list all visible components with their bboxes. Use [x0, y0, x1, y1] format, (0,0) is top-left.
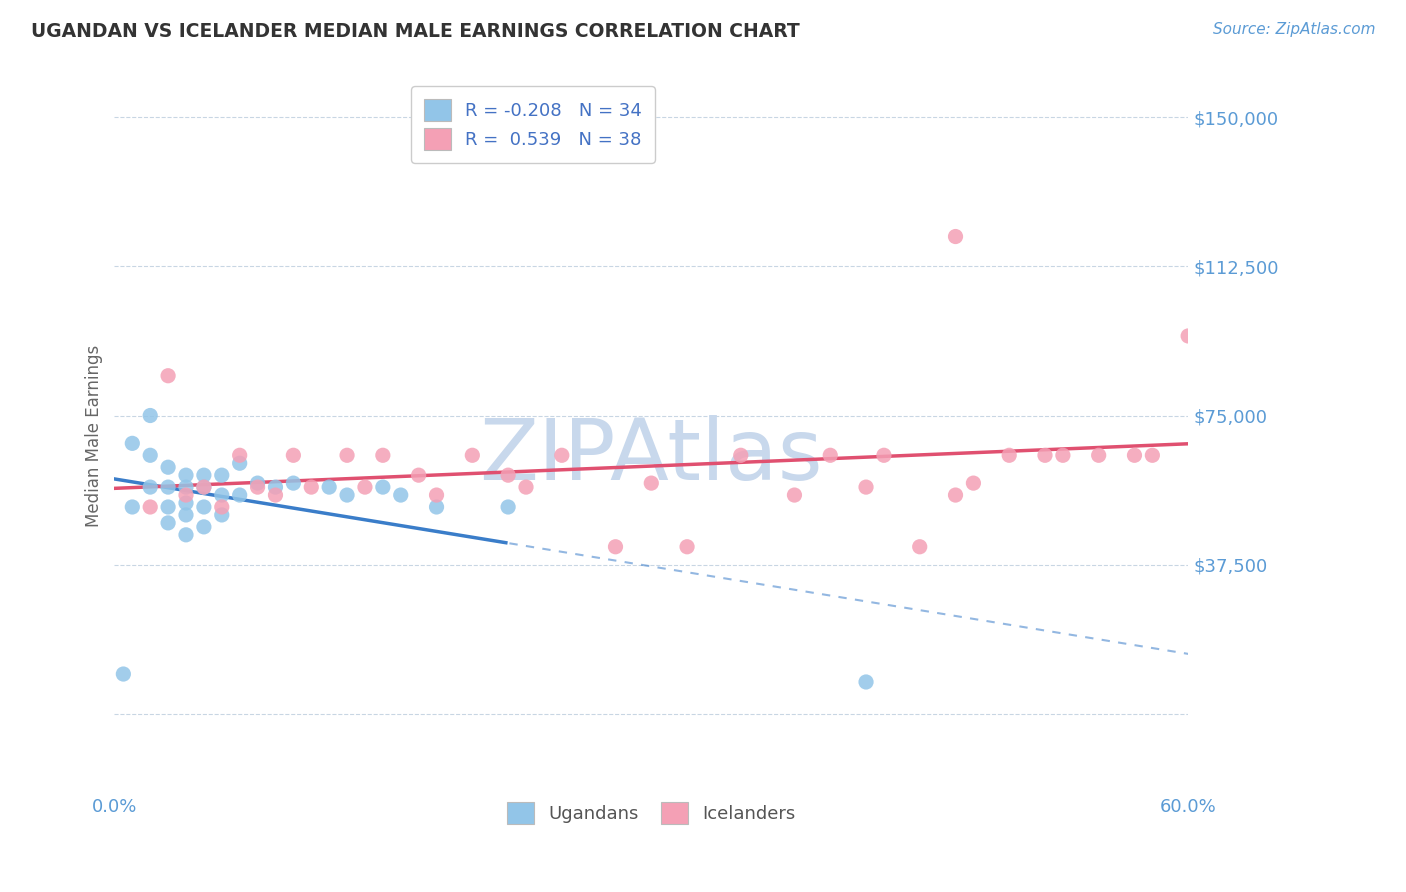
- Point: [408, 468, 430, 483]
- Point: [139, 409, 162, 423]
- Point: [1087, 448, 1109, 462]
- Point: [515, 480, 537, 494]
- Point: [121, 436, 143, 450]
- Point: [139, 500, 162, 514]
- Point: [246, 476, 269, 491]
- Point: [389, 488, 412, 502]
- Text: Source: ZipAtlas.com: Source: ZipAtlas.com: [1212, 22, 1375, 37]
- Point: [193, 480, 215, 494]
- Point: [425, 488, 447, 502]
- Point: [228, 456, 250, 470]
- Point: [193, 480, 215, 494]
- Point: [211, 500, 233, 514]
- Point: [283, 448, 305, 462]
- Point: [962, 476, 984, 491]
- Text: UGANDAN VS ICELANDER MEDIAN MALE EARNINGS CORRELATION CHART: UGANDAN VS ICELANDER MEDIAN MALE EARNING…: [31, 22, 800, 41]
- Point: [461, 448, 484, 462]
- Legend: Ugandans, Icelanders: Ugandans, Icelanders: [496, 790, 806, 834]
- Point: [264, 488, 287, 502]
- Point: [855, 480, 877, 494]
- Point: [174, 468, 197, 483]
- Point: [908, 540, 931, 554]
- Point: [139, 448, 162, 462]
- Point: [193, 468, 215, 483]
- Point: [228, 448, 250, 462]
- Point: [496, 500, 519, 514]
- Y-axis label: Median Male Earnings: Median Male Earnings: [86, 344, 103, 526]
- Point: [139, 480, 162, 494]
- Point: [873, 448, 896, 462]
- Point: [676, 540, 699, 554]
- Point: [783, 488, 806, 502]
- Point: [945, 229, 967, 244]
- Point: [371, 480, 394, 494]
- Point: [157, 460, 180, 475]
- Point: [283, 476, 305, 491]
- Point: [264, 480, 287, 494]
- Point: [174, 528, 197, 542]
- Point: [157, 516, 180, 530]
- Point: [112, 667, 135, 681]
- Point: [425, 500, 447, 514]
- Point: [551, 448, 574, 462]
- Point: [730, 448, 752, 462]
- Point: [354, 480, 377, 494]
- Text: ZIPAtlas: ZIPAtlas: [479, 416, 823, 499]
- Point: [174, 508, 197, 522]
- Point: [211, 488, 233, 502]
- Point: [318, 480, 340, 494]
- Point: [336, 448, 359, 462]
- Point: [1142, 448, 1164, 462]
- Point: [211, 468, 233, 483]
- Point: [496, 468, 519, 483]
- Point: [174, 488, 197, 502]
- Point: [157, 480, 180, 494]
- Point: [1033, 448, 1056, 462]
- Point: [1123, 448, 1146, 462]
- Point: [1177, 329, 1199, 343]
- Point: [336, 488, 359, 502]
- Point: [998, 448, 1021, 462]
- Point: [174, 496, 197, 510]
- Point: [299, 480, 322, 494]
- Point: [855, 675, 877, 690]
- Point: [157, 500, 180, 514]
- Point: [1052, 448, 1074, 462]
- Point: [818, 448, 841, 462]
- Point: [211, 508, 233, 522]
- Point: [228, 488, 250, 502]
- Point: [174, 480, 197, 494]
- Point: [121, 500, 143, 514]
- Point: [193, 500, 215, 514]
- Point: [640, 476, 662, 491]
- Point: [371, 448, 394, 462]
- Point: [246, 480, 269, 494]
- Point: [945, 488, 967, 502]
- Point: [157, 368, 180, 383]
- Point: [193, 520, 215, 534]
- Point: [605, 540, 627, 554]
